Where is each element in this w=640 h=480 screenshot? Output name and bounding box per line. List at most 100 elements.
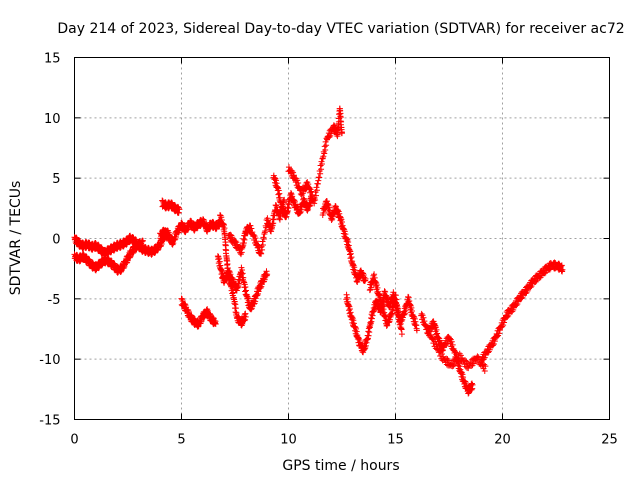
data-point (108, 257, 115, 264)
data-point (343, 291, 350, 298)
data-point (318, 166, 325, 173)
data-point (117, 268, 124, 275)
data-point (239, 266, 246, 273)
data-point (308, 188, 315, 195)
data-point (350, 261, 357, 268)
series-arc-K (319, 198, 369, 285)
data-point (371, 307, 378, 314)
data-point (261, 276, 268, 283)
data-point (250, 300, 257, 307)
data-point (383, 293, 390, 300)
data-point (221, 225, 228, 232)
data-point (309, 191, 316, 198)
x-tick-label: 20 (494, 433, 511, 448)
data-point (210, 314, 217, 321)
data-point (465, 390, 472, 397)
data-point (239, 270, 246, 277)
data-point (395, 308, 402, 315)
data-point (494, 333, 501, 340)
data-point (338, 118, 345, 125)
data-point (229, 275, 236, 282)
data-point (220, 221, 227, 228)
x-tick-label: 10 (280, 433, 297, 448)
data-point (459, 371, 466, 378)
data-point (230, 289, 237, 296)
data-point (339, 130, 345, 137)
data-point (368, 284, 375, 291)
axis-ticks (74, 57, 610, 420)
data-point (368, 315, 375, 322)
data-point (216, 258, 223, 265)
data-point (338, 216, 345, 223)
data-point (532, 278, 539, 285)
y-axis-label: SDTVAR / TECUs (8, 181, 24, 296)
data-point (393, 296, 400, 303)
data-point (362, 275, 369, 282)
data-point (299, 190, 306, 197)
data-point (218, 214, 225, 221)
data-point (86, 256, 93, 263)
data-point (490, 340, 497, 347)
data-point (433, 326, 440, 333)
data-point (120, 265, 127, 272)
data-point (212, 320, 219, 327)
data-point (457, 352, 464, 359)
data-point (165, 231, 172, 238)
data-point (321, 150, 328, 157)
data-point (409, 308, 416, 315)
data-point (235, 280, 242, 287)
data-point (518, 295, 525, 302)
x-tick-label: 25 (601, 433, 618, 448)
data-point (318, 160, 325, 167)
y-tick-label: 5 (52, 172, 60, 187)
data-point (351, 264, 358, 271)
data-point (413, 327, 420, 334)
data-point (558, 262, 565, 269)
data-point (451, 348, 458, 355)
data-point (362, 342, 369, 349)
data-point (360, 270, 367, 277)
series-arc-B (71, 237, 146, 276)
data-point (436, 347, 443, 354)
data-point (462, 378, 469, 385)
data-point (240, 240, 247, 247)
data-point (259, 241, 266, 248)
data-point (126, 254, 133, 261)
data-point (380, 306, 387, 313)
data-point (510, 306, 517, 313)
data-point (322, 146, 329, 153)
data-point (513, 302, 520, 309)
data-point (398, 318, 405, 325)
x-tick-label: 15 (387, 433, 404, 448)
data-point (328, 216, 335, 223)
data-point (232, 301, 239, 308)
data-point (377, 294, 384, 301)
data-point (203, 307, 210, 314)
series-arc-J (285, 105, 345, 207)
data-point (270, 216, 277, 223)
data-point (332, 203, 339, 210)
series-arc-C (157, 216, 224, 248)
data-point (339, 219, 345, 226)
data-point (284, 208, 291, 215)
data-point (252, 235, 259, 242)
data-point (411, 315, 418, 322)
data-point (287, 190, 294, 197)
data-point (241, 281, 248, 288)
data-point (388, 311, 395, 318)
data-point (273, 202, 280, 209)
data-point (326, 204, 333, 211)
data-point (468, 381, 475, 388)
data-point (335, 207, 342, 214)
data-point (317, 170, 324, 177)
data-points (71, 105, 566, 397)
series-arc-O (422, 322, 489, 375)
data-point (276, 216, 283, 223)
data-point (178, 219, 185, 226)
data-point (298, 206, 305, 213)
data-point (401, 310, 408, 317)
y-tick-label: -10 (39, 353, 60, 368)
data-point (297, 209, 304, 216)
data-point (275, 187, 282, 194)
data-point (438, 351, 445, 358)
